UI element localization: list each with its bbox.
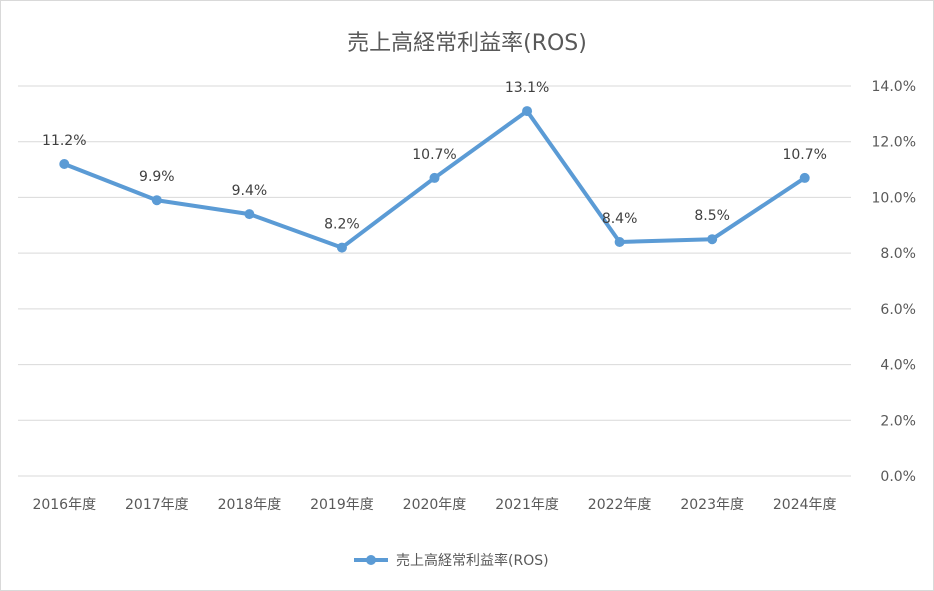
data-point: [336, 242, 347, 253]
x-tick-label: 2024年度: [773, 497, 837, 513]
data-point: [707, 234, 718, 245]
data-point: [59, 159, 70, 169]
x-tick-label: 2018年度: [218, 497, 282, 513]
data-point: [244, 209, 255, 220]
data-label: 13.1%: [505, 80, 549, 96]
y-tick-label: 8.0%: [880, 246, 916, 262]
data-labels: 11.2% 9.9% 9.4% 8.2% 10.7% 13.1% 8.4% 8.5% 10.7%: [42, 80, 827, 233]
data-label: 8.5%: [694, 208, 730, 224]
y-tick-label: 2.0%: [880, 413, 916, 429]
data-label: 10.7%: [412, 147, 456, 163]
x-tick-label: 2017年度: [125, 497, 189, 513]
y-tick-label: 12.0%: [872, 135, 916, 151]
data-label: 10.7%: [782, 147, 826, 163]
legend: 売上高経常利益率(ROS): [354, 552, 549, 569]
data-label: 8.4%: [602, 211, 638, 227]
y-tick-label: 4.0%: [880, 358, 916, 374]
gridlines: [18, 85, 851, 477]
y-tick-label: 10.0%: [872, 190, 916, 206]
series-markers: [59, 106, 810, 253]
data-point: [614, 237, 625, 247]
x-axis-tick-labels: 2016年度 2017年度 2018年度 2019年度 2020年度 2021年度 2022…: [32, 497, 836, 513]
x-tick-label: 2021年度: [495, 497, 559, 513]
y-tick-label: 0.0%: [880, 469, 916, 485]
y-tick-label: 14.0%: [872, 79, 916, 95]
data-point: [799, 172, 810, 183]
data-label: 8.2%: [324, 217, 360, 233]
data-point: [522, 106, 533, 117]
data-label: 9.9%: [139, 169, 175, 185]
x-tick-label: 2020年度: [403, 497, 467, 513]
x-tick-label: 2022年度: [588, 497, 652, 513]
y-axis-tick-labels: 0.0% 2.0% 4.0% 6.0% 8.0% 10.0% 12.0% 14.0%: [872, 79, 916, 485]
x-tick-label: 2019年度: [310, 497, 374, 513]
data-point: [151, 195, 162, 206]
data-label: 9.4%: [232, 183, 268, 199]
legend-marker-swatch: [366, 555, 376, 565]
x-tick-label: 2016年度: [32, 497, 96, 513]
y-tick-label: 6.0%: [880, 302, 916, 318]
legend-label: 売上高経常利益率(ROS): [396, 552, 549, 569]
chart-title: 売上高経常利益率(ROS): [347, 31, 587, 56]
data-label: 11.2%: [42, 133, 86, 149]
data-point: [429, 172, 440, 183]
x-tick-label: 2023年度: [680, 497, 744, 513]
